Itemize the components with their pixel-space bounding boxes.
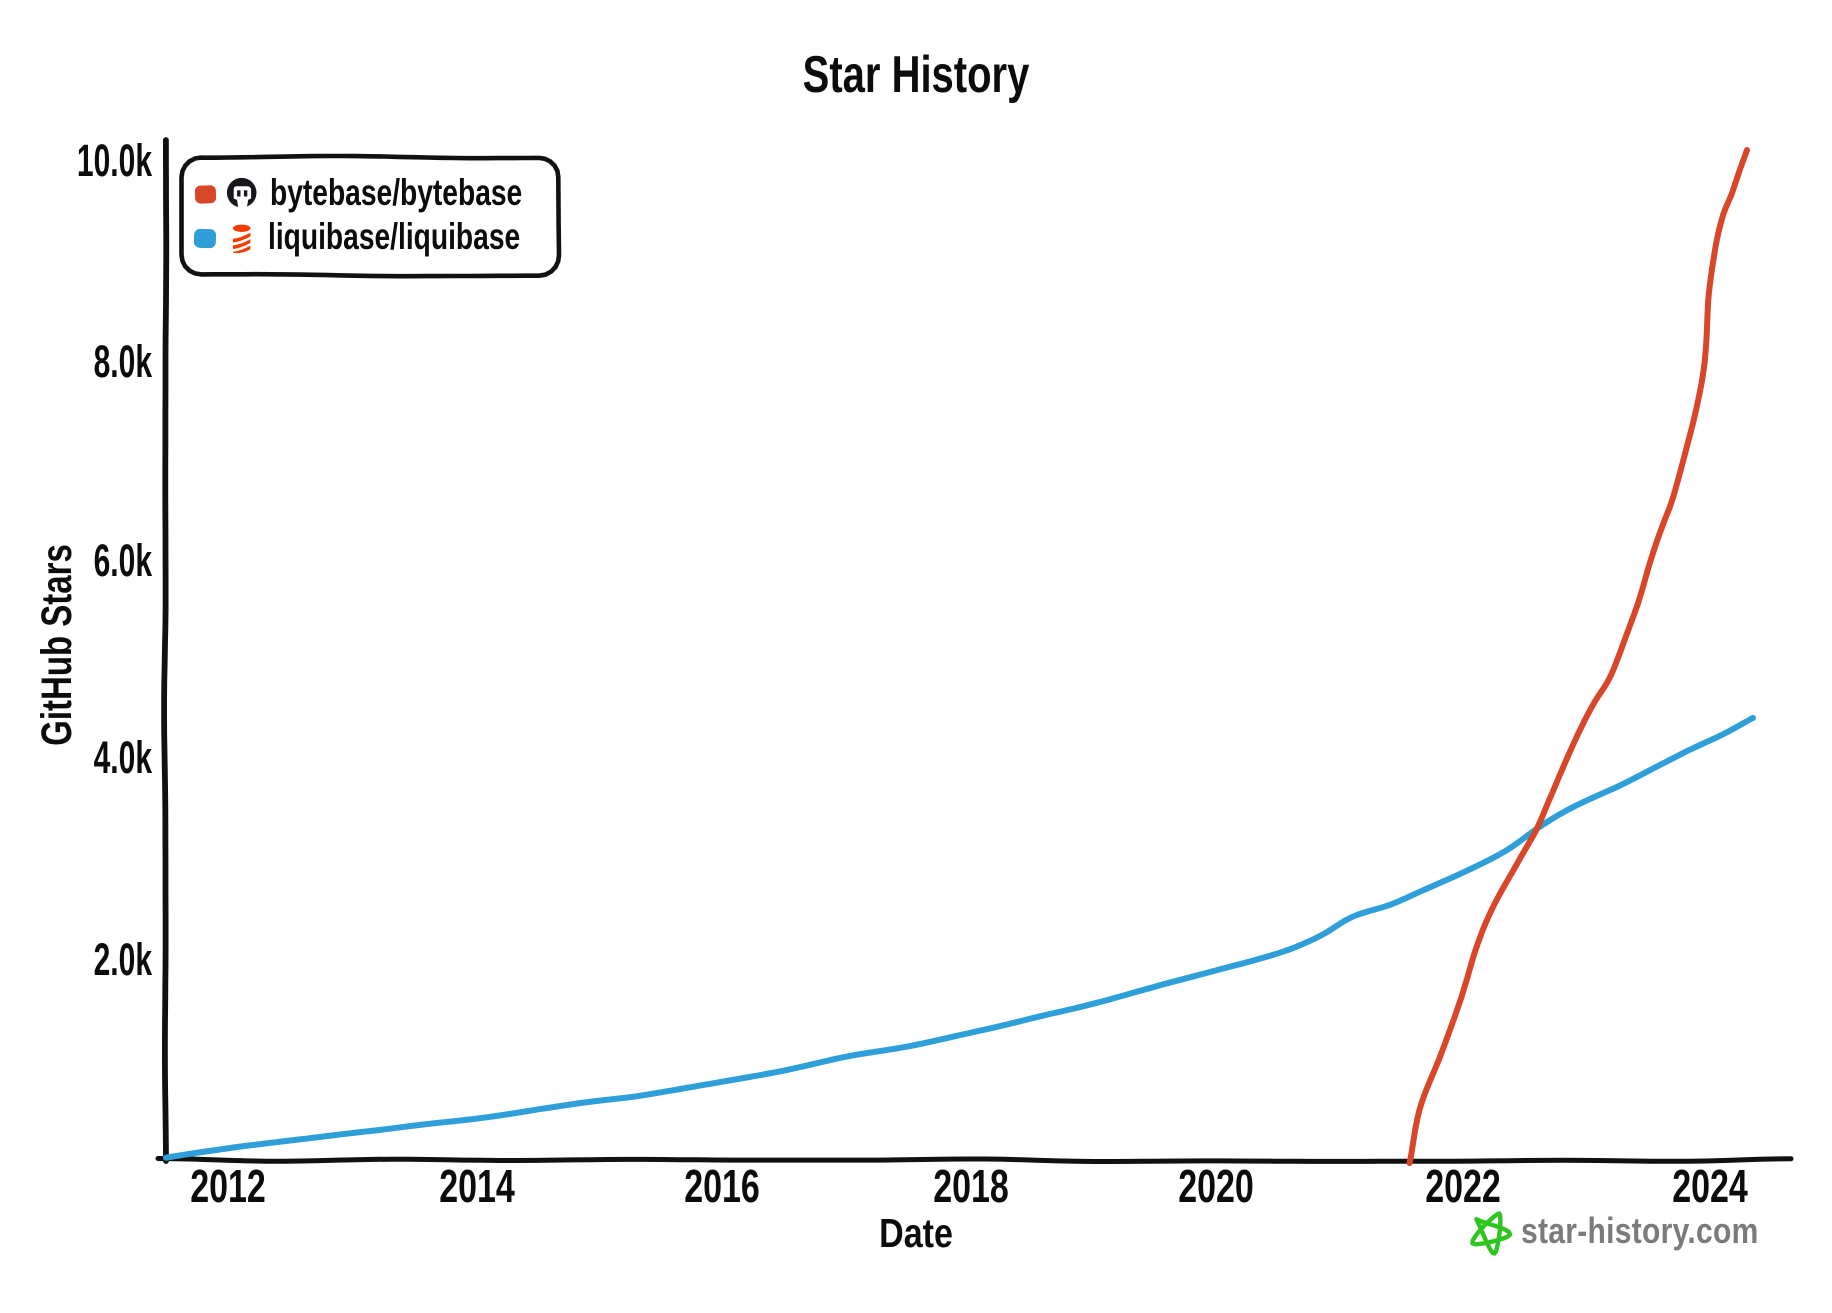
svg-text:Star History: Star History <box>803 45 1030 103</box>
svg-text:2.0k: 2.0k <box>94 935 153 986</box>
svg-text:2024: 2024 <box>1672 1160 1748 1212</box>
svg-text:GitHub Stars: GitHub Stars <box>33 544 81 746</box>
svg-text:liquibase/liquibase: liquibase/liquibase <box>268 215 520 256</box>
svg-text:2012: 2012 <box>190 1160 266 1212</box>
svg-text:2020: 2020 <box>1178 1160 1254 1212</box>
svg-text:Date: Date <box>879 1210 953 1256</box>
svg-text:8.0k: 8.0k <box>94 337 153 388</box>
svg-text:2022: 2022 <box>1425 1160 1501 1212</box>
svg-text:2014: 2014 <box>439 1160 515 1212</box>
svg-text:10.0k: 10.0k <box>77 136 153 187</box>
svg-text:star-history.com: star-history.com <box>1521 1211 1759 1251</box>
svg-text:6.0k: 6.0k <box>94 536 153 587</box>
svg-text:2018: 2018 <box>933 1160 1009 1212</box>
svg-text:4.0k: 4.0k <box>94 733 153 784</box>
svg-text:2016: 2016 <box>684 1160 760 1212</box>
svg-text:bytebase/bytebase: bytebase/bytebase <box>270 171 522 212</box>
